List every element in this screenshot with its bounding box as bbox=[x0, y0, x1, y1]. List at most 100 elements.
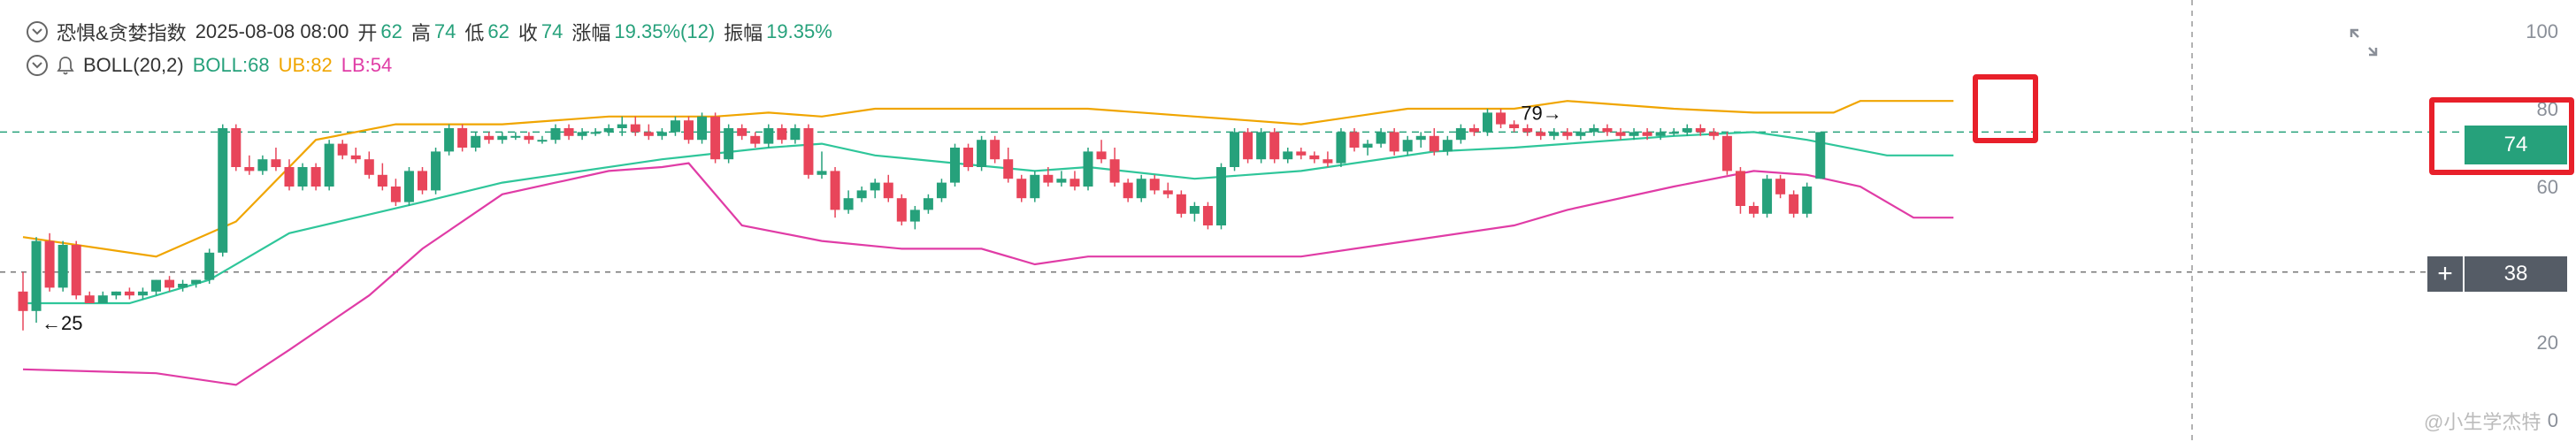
candle bbox=[31, 237, 42, 323]
candle bbox=[656, 128, 667, 141]
bollinger-middle-line bbox=[23, 131, 1954, 305]
candle bbox=[1549, 128, 1560, 141]
candle bbox=[403, 167, 414, 206]
candle bbox=[191, 279, 202, 288]
y-tick-label: 60 bbox=[2537, 176, 2558, 198]
y-tick-label: 100 bbox=[2526, 20, 2558, 42]
amplitude-value: 19.35% bbox=[766, 20, 832, 42]
boll-value: BOLL:68 bbox=[192, 54, 270, 76]
candle bbox=[1602, 124, 1613, 136]
candle bbox=[1322, 151, 1333, 167]
candle bbox=[1455, 124, 1466, 144]
candle bbox=[777, 124, 787, 144]
indicator-info-row: BOLL(20,2) BOLL:68 UB:82 LB:54 bbox=[27, 50, 401, 81]
candle bbox=[1789, 190, 1799, 218]
candle bbox=[1629, 128, 1639, 141]
candle bbox=[990, 135, 1000, 164]
candle bbox=[643, 124, 654, 141]
candle bbox=[1043, 167, 1054, 187]
candle bbox=[1589, 124, 1599, 136]
crosshair-price-label: 38 bbox=[2465, 256, 2567, 292]
candle bbox=[1056, 171, 1067, 187]
candle bbox=[1176, 190, 1186, 218]
candle bbox=[1189, 202, 1200, 222]
watermark: @小生学杰特 bbox=[2424, 411, 2542, 433]
candle bbox=[165, 276, 175, 292]
candle bbox=[137, 287, 148, 300]
candle bbox=[1682, 124, 1692, 136]
candle bbox=[870, 179, 880, 199]
candle bbox=[630, 116, 640, 136]
candle bbox=[977, 135, 987, 171]
collapse-toggle-icon[interactable] bbox=[27, 21, 48, 42]
annotation-label: ←25 bbox=[42, 312, 82, 334]
candle bbox=[1230, 128, 1240, 171]
candle bbox=[231, 124, 242, 171]
candle bbox=[524, 132, 534, 144]
candle bbox=[1243, 128, 1254, 164]
candle bbox=[58, 240, 68, 292]
alert-bell-icon[interactable] bbox=[57, 56, 74, 75]
candle bbox=[1070, 171, 1080, 191]
candle bbox=[1283, 148, 1293, 164]
candle bbox=[204, 248, 215, 284]
candle bbox=[84, 291, 95, 303]
candle bbox=[750, 132, 761, 148]
indicator-name: BOLL(20,2) bbox=[83, 54, 184, 76]
candle bbox=[603, 124, 614, 136]
candle bbox=[284, 159, 295, 191]
crosshair-add-button[interactable]: + bbox=[2427, 256, 2463, 292]
low-value: 62 bbox=[487, 20, 510, 42]
low-label: 低 bbox=[464, 22, 485, 44]
candle bbox=[950, 143, 960, 187]
candle bbox=[390, 179, 401, 206]
highlight-box-price-tag bbox=[2429, 97, 2574, 175]
candle bbox=[564, 124, 574, 141]
amplitude-label: 振幅 bbox=[724, 22, 763, 44]
candle bbox=[124, 287, 134, 300]
change-value: 19.35%(12) bbox=[614, 20, 716, 42]
candle bbox=[257, 155, 268, 175]
high-value: 74 bbox=[433, 20, 456, 42]
candle bbox=[484, 132, 494, 144]
candle bbox=[1735, 167, 1745, 214]
candle bbox=[843, 190, 854, 214]
candle bbox=[617, 116, 627, 136]
indicator-collapse-icon[interactable] bbox=[27, 55, 48, 76]
candle bbox=[1402, 135, 1413, 156]
candle bbox=[44, 232, 55, 292]
candle bbox=[1642, 128, 1652, 141]
candle bbox=[923, 194, 933, 214]
bollinger-lower-line bbox=[22, 162, 1954, 386]
candle bbox=[1483, 109, 1492, 136]
current-price-tag: 74 bbox=[2465, 126, 2567, 164]
candle bbox=[1269, 128, 1280, 164]
candle bbox=[1721, 132, 1732, 175]
candle bbox=[377, 163, 387, 191]
candle-datetime: 2025-08-08 08:00 bbox=[195, 20, 349, 42]
symbol-name: 恐惧&贪婪指数 bbox=[57, 22, 187, 44]
candle bbox=[883, 174, 893, 202]
candle bbox=[1003, 148, 1014, 183]
candle bbox=[111, 291, 121, 300]
candle bbox=[1030, 171, 1040, 202]
candle bbox=[963, 143, 974, 171]
candle bbox=[909, 206, 920, 230]
candle bbox=[710, 112, 721, 164]
candle bbox=[1695, 124, 1706, 136]
annotation-label: 79→ bbox=[1521, 102, 1561, 124]
candle bbox=[218, 124, 228, 257]
candle bbox=[97, 291, 108, 303]
candle bbox=[418, 167, 427, 194]
candle bbox=[1136, 174, 1146, 202]
candle bbox=[1362, 140, 1373, 156]
candle bbox=[1802, 182, 1813, 218]
close-value: 74 bbox=[540, 20, 564, 42]
candle bbox=[1309, 151, 1320, 164]
expand-icon[interactable] bbox=[2346, 25, 2381, 60]
candle bbox=[1389, 128, 1399, 156]
candle bbox=[737, 124, 748, 141]
candle bbox=[1336, 128, 1346, 167]
